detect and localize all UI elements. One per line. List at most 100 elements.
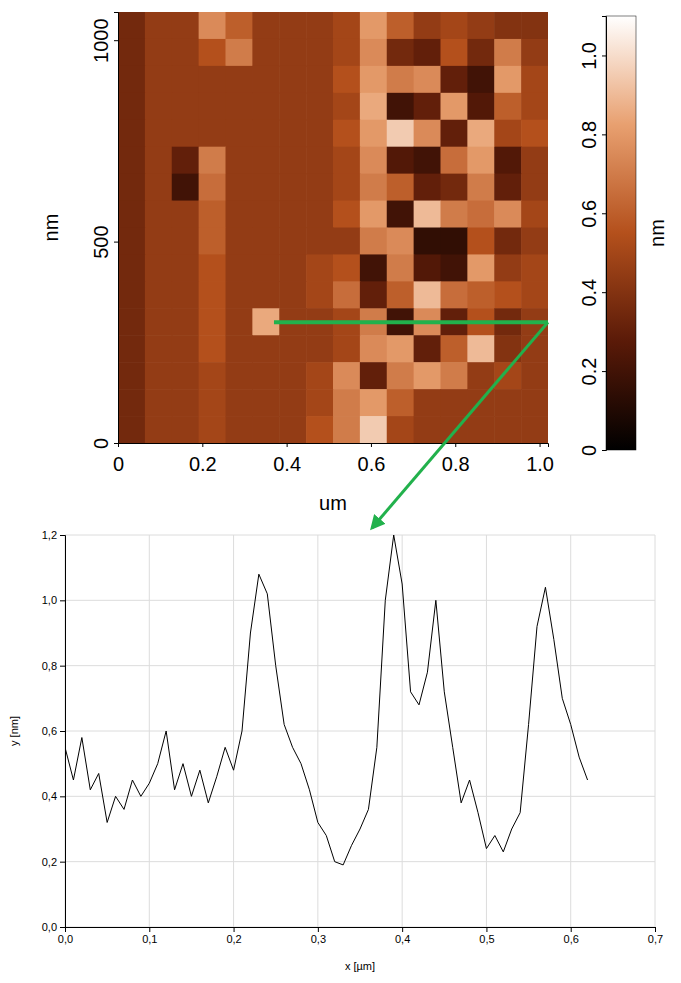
- heatmap-cell: [521, 93, 548, 121]
- heatmap-cell: [494, 147, 521, 175]
- heatmap-cell: [252, 147, 279, 175]
- heatmap-cell: [172, 120, 199, 148]
- heatmap-cell: [252, 12, 279, 40]
- axis-line: [114, 13, 119, 444]
- heatmap-cell: [333, 416, 360, 443]
- tick-mark: [540, 443, 541, 447]
- heatmap-cell: [467, 362, 494, 390]
- tick-label: 0.2: [189, 453, 217, 475]
- y-axis-title: y [nm]: [8, 716, 20, 746]
- heatmap-cell: [387, 12, 414, 40]
- heatmap-cell: [494, 416, 521, 443]
- heatmap-cell: [494, 66, 521, 94]
- heatmap-cell: [414, 66, 441, 94]
- heatmap-cell: [441, 66, 468, 94]
- heatmap-cell: [387, 389, 414, 417]
- heatmap-cell: [279, 174, 306, 202]
- heatmap-cell: [467, 39, 494, 67]
- tick-mark: [602, 292, 606, 293]
- heatmap-cell: [145, 174, 172, 202]
- tick-label: 0.6: [358, 453, 386, 475]
- heatmap-cell: [414, 389, 441, 417]
- tick-mark: [114, 242, 118, 243]
- tick-mark: [318, 927, 319, 932]
- tick-mark: [60, 535, 65, 536]
- heatmap-cell: [252, 362, 279, 390]
- heatmap-cell: [279, 201, 306, 229]
- x-axis-title: um: [319, 492, 347, 514]
- heatmap-cell: [145, 12, 172, 40]
- tick-mark: [371, 443, 372, 447]
- axis-line: [119, 444, 549, 448]
- axis-line: [66, 928, 656, 933]
- x-axis-title: x [µm]: [345, 960, 375, 972]
- tick: 0.4: [578, 279, 606, 307]
- heatmap-cell: [199, 228, 226, 256]
- heatmap-cell: [494, 389, 521, 417]
- heatmap-cell: [118, 120, 145, 148]
- heatmap-cell: [172, 308, 199, 336]
- heatmap-cell: [226, 120, 253, 148]
- heatmap-cell: [521, 416, 548, 443]
- heatmap-cell: [521, 228, 548, 256]
- heatmap-cell: [441, 39, 468, 67]
- heatmap-cell: [387, 416, 414, 443]
- tick: 0,4: [395, 927, 410, 945]
- heatmap-cell: [279, 416, 306, 443]
- tick-mark: [60, 731, 65, 732]
- tick-mark: [60, 927, 65, 928]
- heatmap-cell: [118, 389, 145, 417]
- heatmap-cell: [441, 335, 468, 363]
- heatmap-cell: [441, 254, 468, 282]
- heatmap-cell: [118, 254, 145, 282]
- heatmap-cell: [521, 201, 548, 229]
- heatmap-cell: [199, 254, 226, 282]
- heatmap-cell: [199, 201, 226, 229]
- heatmap-cell: [118, 174, 145, 202]
- tick-label: 0,6: [42, 725, 57, 737]
- tick: 0.4: [273, 443, 301, 475]
- heatmap-cell: [172, 147, 199, 175]
- heatmap-cell: [145, 362, 172, 390]
- heatmap-cell: [387, 281, 414, 309]
- tick-mark: [60, 796, 65, 797]
- heatmap-cell: [494, 201, 521, 229]
- tick-mark: [655, 927, 656, 932]
- heatmap-cell: [333, 12, 360, 40]
- heatmap-cell: [226, 308, 253, 336]
- heatmap-cell: [467, 416, 494, 443]
- heatmap-cell: [118, 66, 145, 94]
- heatmap-cell: [145, 147, 172, 175]
- heatmap-cell: [414, 93, 441, 121]
- tick-label: 0,4: [395, 933, 410, 945]
- heatmap-cell: [199, 120, 226, 148]
- heatmap-cell: [414, 147, 441, 175]
- heatmap-cell: [306, 93, 333, 121]
- heatmap-cell: [441, 120, 468, 148]
- heatmap-cell: [252, 201, 279, 229]
- heatmap-cell: [145, 308, 172, 336]
- tick-label: 0.2: [578, 358, 600, 386]
- heatmap-cell: [306, 174, 333, 202]
- grid-line: [65, 731, 655, 732]
- heatmap-cell: [387, 120, 414, 148]
- tick-mark: [486, 927, 487, 932]
- heatmap-cell: [387, 147, 414, 175]
- tick: 0,3: [311, 927, 326, 945]
- heatmap-cell: [467, 12, 494, 40]
- tick-mark: [455, 443, 456, 447]
- heatmap-cell: [360, 416, 387, 443]
- heatmap-cell: [252, 66, 279, 94]
- tick: 1,2: [42, 529, 65, 541]
- heatmap-cell: [333, 281, 360, 309]
- tick-label: 0,6: [564, 933, 579, 945]
- heatmap-cell: [172, 281, 199, 309]
- tick-label: 0.4: [578, 279, 600, 307]
- heatmap-cell: [252, 281, 279, 309]
- heatmap-cell: [118, 308, 145, 336]
- heatmap-cell: [279, 389, 306, 417]
- heatmap-cell: [521, 120, 548, 148]
- heatmap-cell: [118, 281, 145, 309]
- heatmap-cell: [360, 281, 387, 309]
- heatmap-cell: [414, 416, 441, 443]
